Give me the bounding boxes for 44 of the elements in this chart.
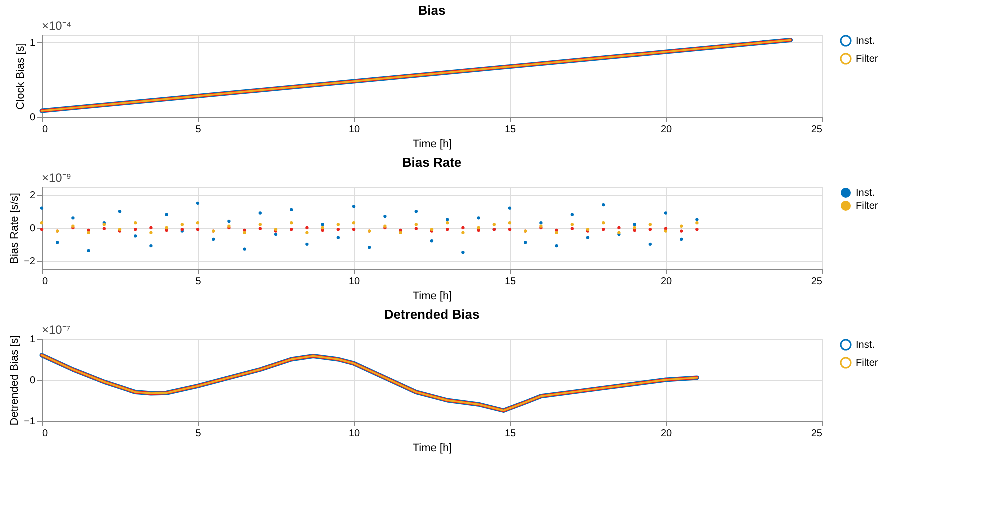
x-tick-label: 25 xyxy=(811,124,823,136)
x-tick-label: 10 xyxy=(348,276,360,288)
x-tick-label: 15 xyxy=(504,428,516,440)
y-tick-label: 0 xyxy=(30,376,36,386)
y-tick-label: 1 xyxy=(30,334,36,346)
y-tick-label: −2 xyxy=(24,256,36,268)
x-axis-title: Time [h] xyxy=(412,138,452,150)
y-tick-label: 0 xyxy=(30,224,36,234)
x-tick-label: 20 xyxy=(660,428,672,440)
legend-label: Filter xyxy=(856,54,879,65)
y-tick-label: −1 xyxy=(24,416,36,428)
y-axis-title: Detrended Bias [s] xyxy=(9,335,22,426)
x-tick-label: 0 xyxy=(42,276,48,288)
x-tick-label: 10 xyxy=(348,124,360,136)
text: ×10⁻⁹ xyxy=(42,171,72,185)
x-tick-label: 5 xyxy=(196,276,202,288)
text: Inst. xyxy=(856,188,875,199)
x-tick-label: 25 xyxy=(811,276,823,288)
x-tick-label: 15 xyxy=(504,276,516,288)
legend-label: Inst. xyxy=(856,340,875,351)
y-tick-label: 0 xyxy=(30,112,36,124)
x-tick-label: 5 xyxy=(196,428,202,440)
y-tick-label: 1 xyxy=(30,38,36,49)
x-tick-label: 0 xyxy=(42,428,48,440)
y-tick-label: 2 xyxy=(30,190,36,202)
x-tick-label: 20 xyxy=(660,276,672,288)
x-tick-label: 25 xyxy=(811,428,823,440)
legend-label: Inst. xyxy=(856,36,875,47)
text: ×10⁻⁴ xyxy=(42,19,72,33)
x-axis-title: Time [h] xyxy=(412,290,452,302)
y-axis-title: Clock Bias [s] xyxy=(14,43,27,110)
x-axis-title: Time [h] xyxy=(412,442,452,454)
x-tick-label: 10 xyxy=(348,428,360,440)
y-axis-title: Bias Rate [s/s] xyxy=(9,193,22,264)
x-tick-label: 20 xyxy=(660,124,672,136)
x-tick-label: 15 xyxy=(504,124,516,136)
chart-title: Bias xyxy=(418,3,446,18)
text: Filter xyxy=(856,201,879,212)
text: ×10⁻⁷ xyxy=(42,323,71,337)
x-tick-label: 5 xyxy=(196,124,202,136)
chart-title: Bias Rate xyxy=(402,155,462,170)
x-tick-label: 0 xyxy=(42,124,48,136)
legend-label: Filter xyxy=(856,358,879,369)
chart-title: Detrended Bias xyxy=(384,307,480,322)
